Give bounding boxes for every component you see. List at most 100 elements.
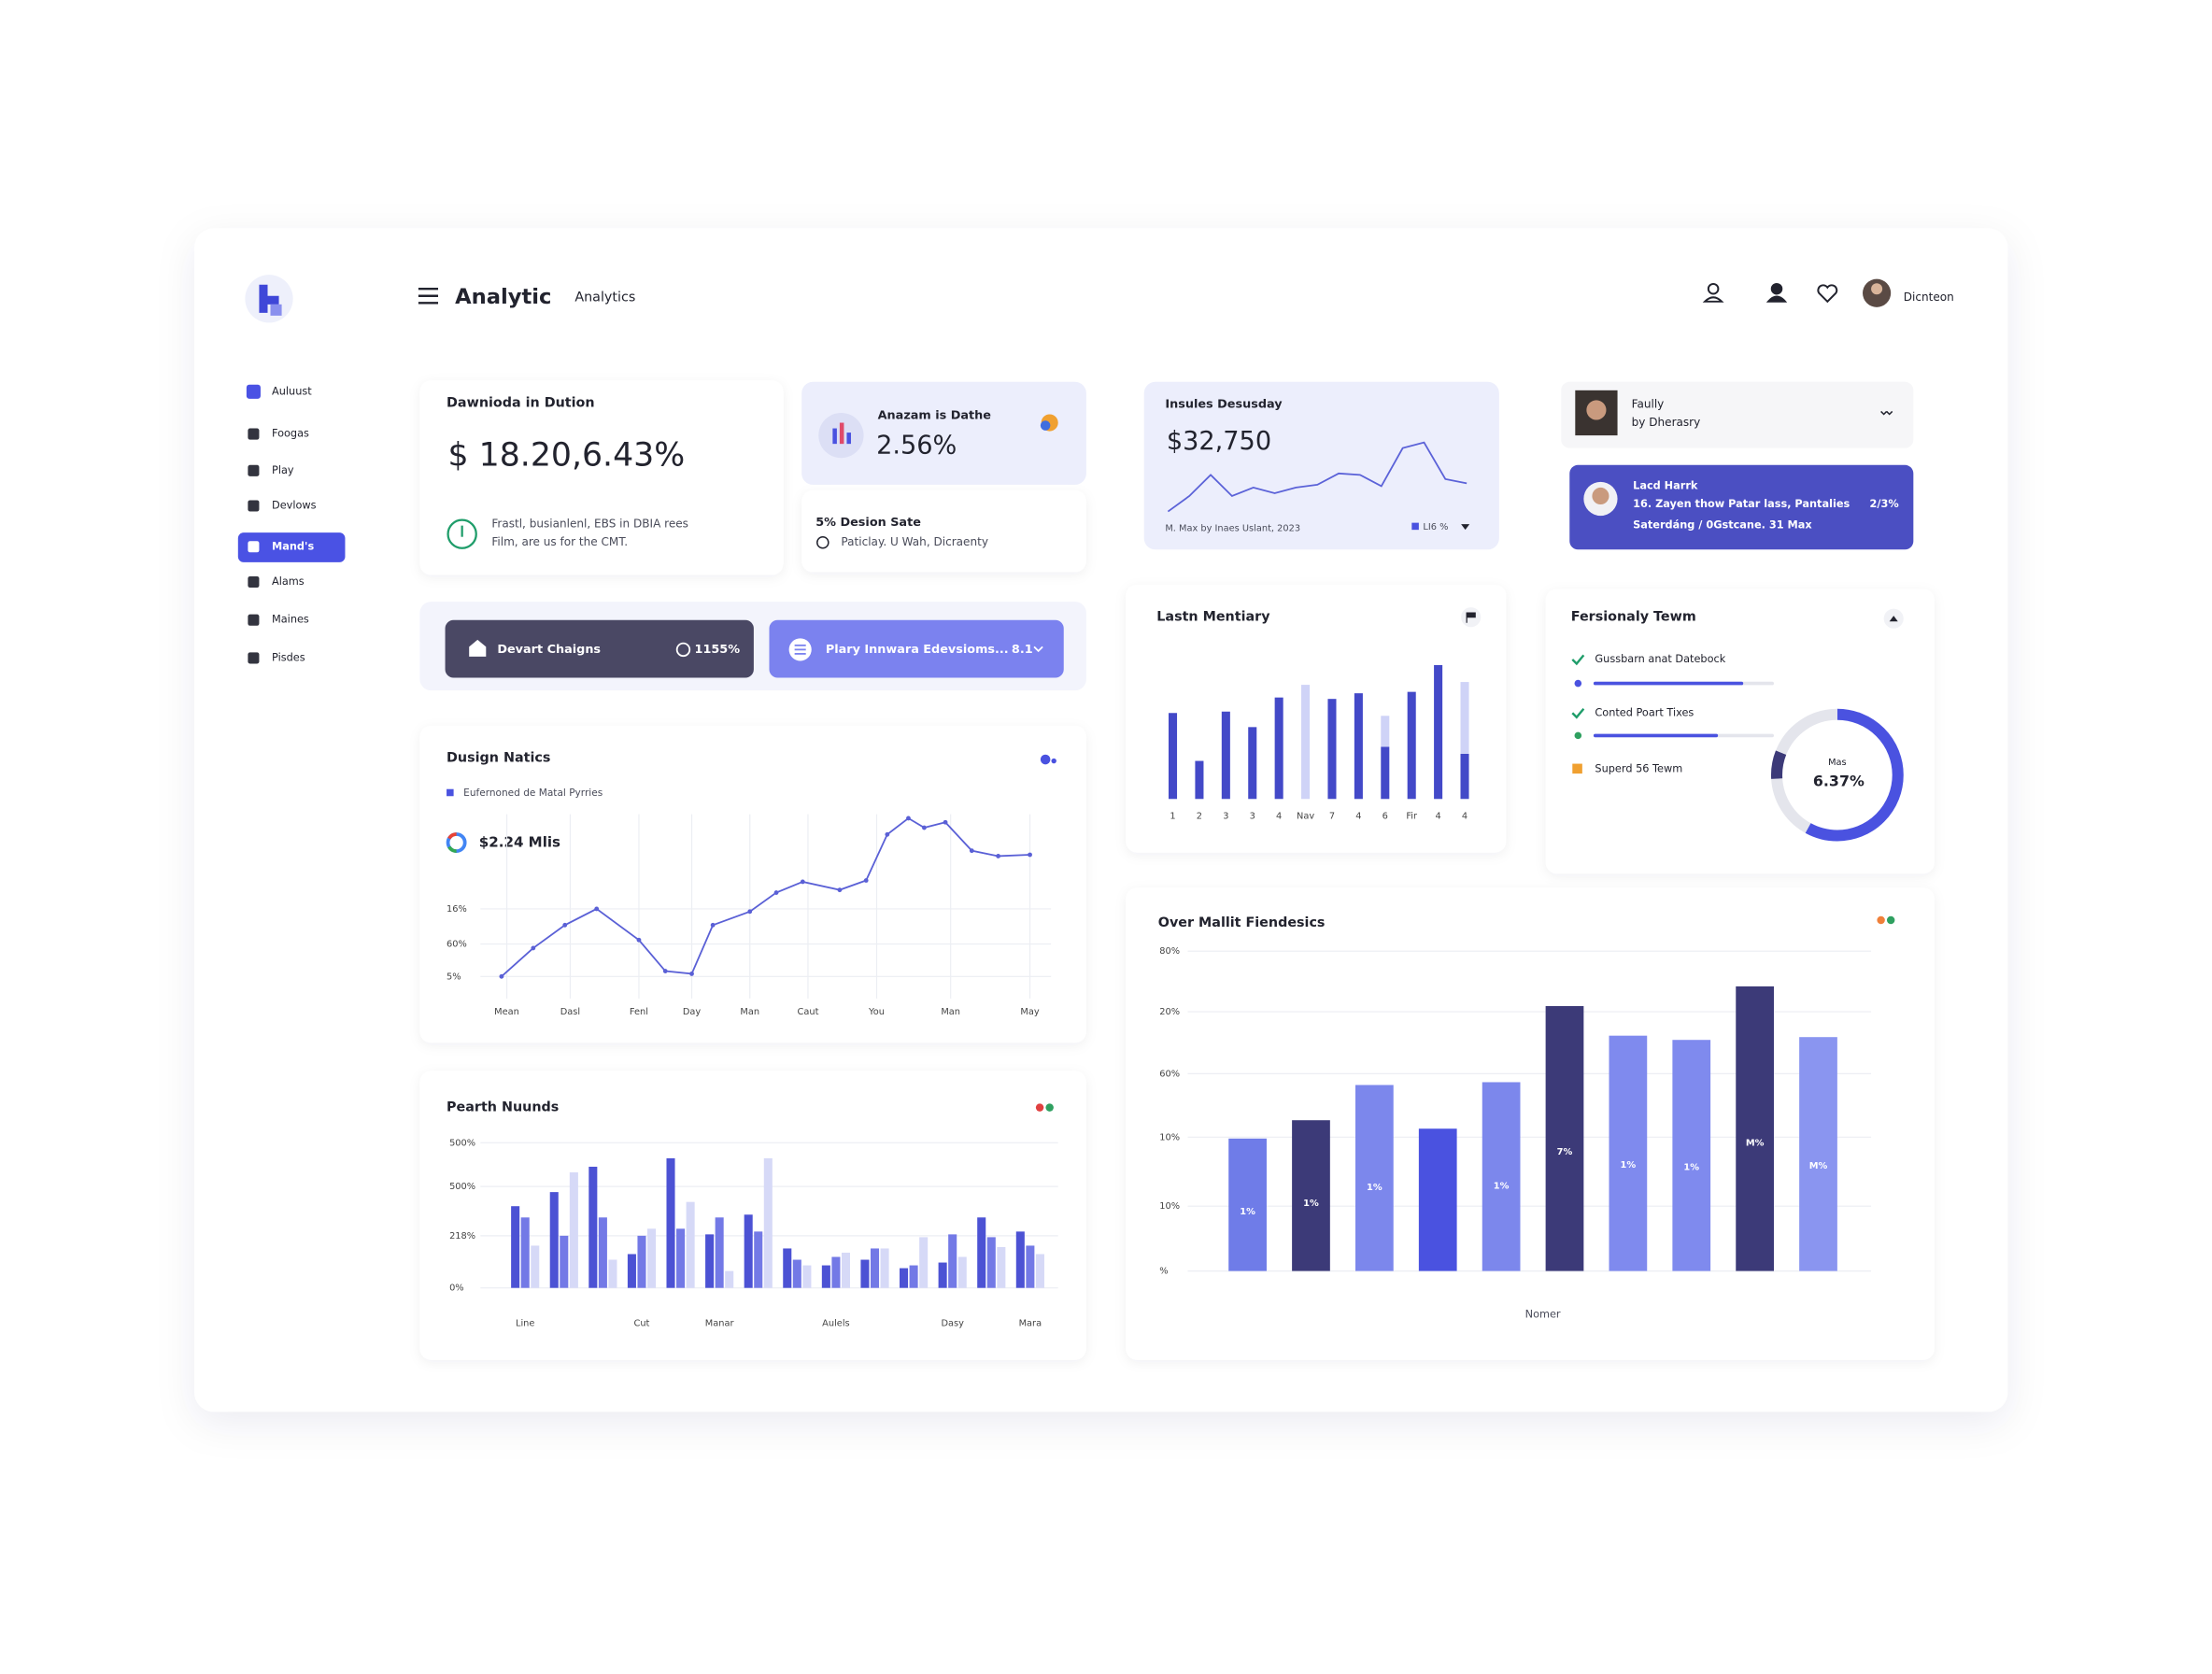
sidebar-icon bbox=[248, 652, 260, 664]
bar bbox=[637, 1235, 646, 1288]
point bbox=[1028, 852, 1032, 858]
chevron[interactable] bbox=[1880, 410, 1893, 416]
button[interactable] bbox=[445, 619, 754, 678]
bar bbox=[666, 1157, 675, 1288]
bar-label: 1% bbox=[1367, 1183, 1382, 1193]
sidebar-item[interactable]: Pisdes bbox=[272, 651, 305, 663]
card-icon[interactable] bbox=[1040, 754, 1051, 765]
bar bbox=[802, 1265, 812, 1288]
card bbox=[1561, 381, 1914, 448]
bar bbox=[1545, 1006, 1584, 1271]
bar bbox=[1407, 691, 1416, 800]
point bbox=[499, 973, 504, 979]
x-tick-label: 3 bbox=[1250, 811, 1255, 821]
point bbox=[969, 848, 974, 854]
sidebar-item[interactable]: Devlows bbox=[272, 500, 317, 512]
bar bbox=[627, 1254, 636, 1288]
y-tick-label: 218% bbox=[449, 1231, 475, 1241]
y-tick-label: 500% bbox=[449, 1182, 475, 1192]
bar bbox=[560, 1235, 569, 1288]
bar-label: M% bbox=[1809, 1161, 1828, 1171]
card bbox=[801, 381, 1086, 485]
point bbox=[863, 878, 869, 883]
card-badge bbox=[1040, 420, 1051, 431]
point bbox=[747, 909, 753, 915]
sidebar-active[interactable] bbox=[237, 532, 346, 562]
highlight-card[interactable] bbox=[1569, 464, 1914, 550]
sidebar-item[interactable]: Foogas bbox=[272, 428, 309, 440]
item-icon bbox=[1572, 763, 1582, 774]
bar-label: 1% bbox=[1683, 1162, 1699, 1172]
bar bbox=[1381, 746, 1390, 800]
sidebar-item[interactable]: Maines bbox=[272, 614, 309, 626]
bar bbox=[938, 1262, 947, 1288]
chevron bbox=[1033, 645, 1043, 653]
donut-value: 6.37% bbox=[1813, 773, 1865, 790]
bar bbox=[1434, 664, 1443, 800]
bar bbox=[997, 1246, 1006, 1288]
point bbox=[885, 831, 890, 837]
sidebar-icon bbox=[248, 575, 260, 589]
card-value: 2.56% bbox=[876, 432, 957, 461]
bar bbox=[1482, 1082, 1521, 1271]
x-tick-label: 2 bbox=[1197, 811, 1202, 821]
point bbox=[996, 854, 1001, 858]
card-icon[interactable] bbox=[1035, 1103, 1044, 1112]
chart-title: Dusign Natics bbox=[447, 751, 550, 766]
legend-label: Eufernoned de Matal Pyrries bbox=[463, 787, 603, 799]
progress-bar bbox=[1593, 733, 1719, 738]
card-icon bbox=[846, 433, 851, 445]
highlight-name: Lacd Harrk bbox=[1633, 479, 1698, 491]
chart-title: Insules Desusday bbox=[1165, 397, 1283, 411]
chevron[interactable] bbox=[1461, 524, 1470, 531]
y-tick-label: 20% bbox=[1159, 1007, 1180, 1017]
point bbox=[943, 819, 948, 825]
bar bbox=[1799, 1037, 1837, 1271]
sidebar-item[interactable]: Auluust bbox=[272, 385, 312, 397]
team-item: Conted Poart Tixes bbox=[1595, 706, 1694, 718]
bar bbox=[569, 1172, 578, 1288]
bar-label: M% bbox=[1746, 1138, 1765, 1148]
bar bbox=[909, 1265, 918, 1288]
bar bbox=[948, 1234, 957, 1288]
y-tick-label: 500% bbox=[449, 1138, 475, 1148]
point bbox=[531, 945, 536, 951]
legend-swatch bbox=[447, 788, 454, 797]
chart-badge: LI6 % bbox=[1423, 522, 1448, 532]
highlight-line: Saterdáng / 0Gstcane. 31 Max bbox=[1633, 519, 1812, 532]
sidebar-item[interactable]: Play bbox=[272, 464, 294, 476]
sidebar-item[interactable]: Alams bbox=[272, 575, 305, 588]
menu-icon[interactable] bbox=[418, 288, 439, 305]
logo-mark bbox=[270, 304, 282, 316]
x-tick-label: Manar bbox=[705, 1318, 735, 1328]
header-subtitle: Analytics bbox=[574, 290, 635, 305]
point bbox=[562, 922, 568, 928]
bar bbox=[763, 1157, 773, 1288]
bar bbox=[841, 1252, 851, 1288]
card-title: Anazam is Dathe bbox=[878, 408, 992, 422]
x-tick-label: Cut bbox=[634, 1318, 650, 1328]
button[interactable] bbox=[769, 619, 1064, 678]
sidebar-icon bbox=[248, 500, 260, 512]
bar bbox=[870, 1248, 880, 1288]
card-icon bbox=[1045, 1103, 1054, 1112]
team-item: Superd 56 Tewm bbox=[1595, 763, 1682, 775]
bar bbox=[598, 1217, 607, 1288]
point bbox=[773, 890, 779, 895]
bar bbox=[1354, 1085, 1394, 1271]
header-icons[interactable] bbox=[1702, 282, 1838, 304]
button-value: 1155% bbox=[695, 643, 741, 657]
point bbox=[710, 922, 716, 928]
chart-value: $2.24 Mlis bbox=[479, 834, 560, 851]
card-icon[interactable] bbox=[1877, 915, 1885, 925]
progress-bar bbox=[1593, 681, 1744, 686]
y-tick-label: 16% bbox=[447, 904, 467, 915]
point bbox=[636, 937, 642, 943]
bar bbox=[1460, 682, 1469, 755]
x-tick-label: 4 bbox=[1462, 811, 1468, 821]
bar bbox=[1035, 1254, 1044, 1288]
bar-label: 1% bbox=[1621, 1160, 1637, 1170]
bar bbox=[725, 1270, 734, 1288]
sidebar-item[interactable]: Mand's bbox=[272, 540, 314, 552]
bar bbox=[1736, 986, 1774, 1271]
